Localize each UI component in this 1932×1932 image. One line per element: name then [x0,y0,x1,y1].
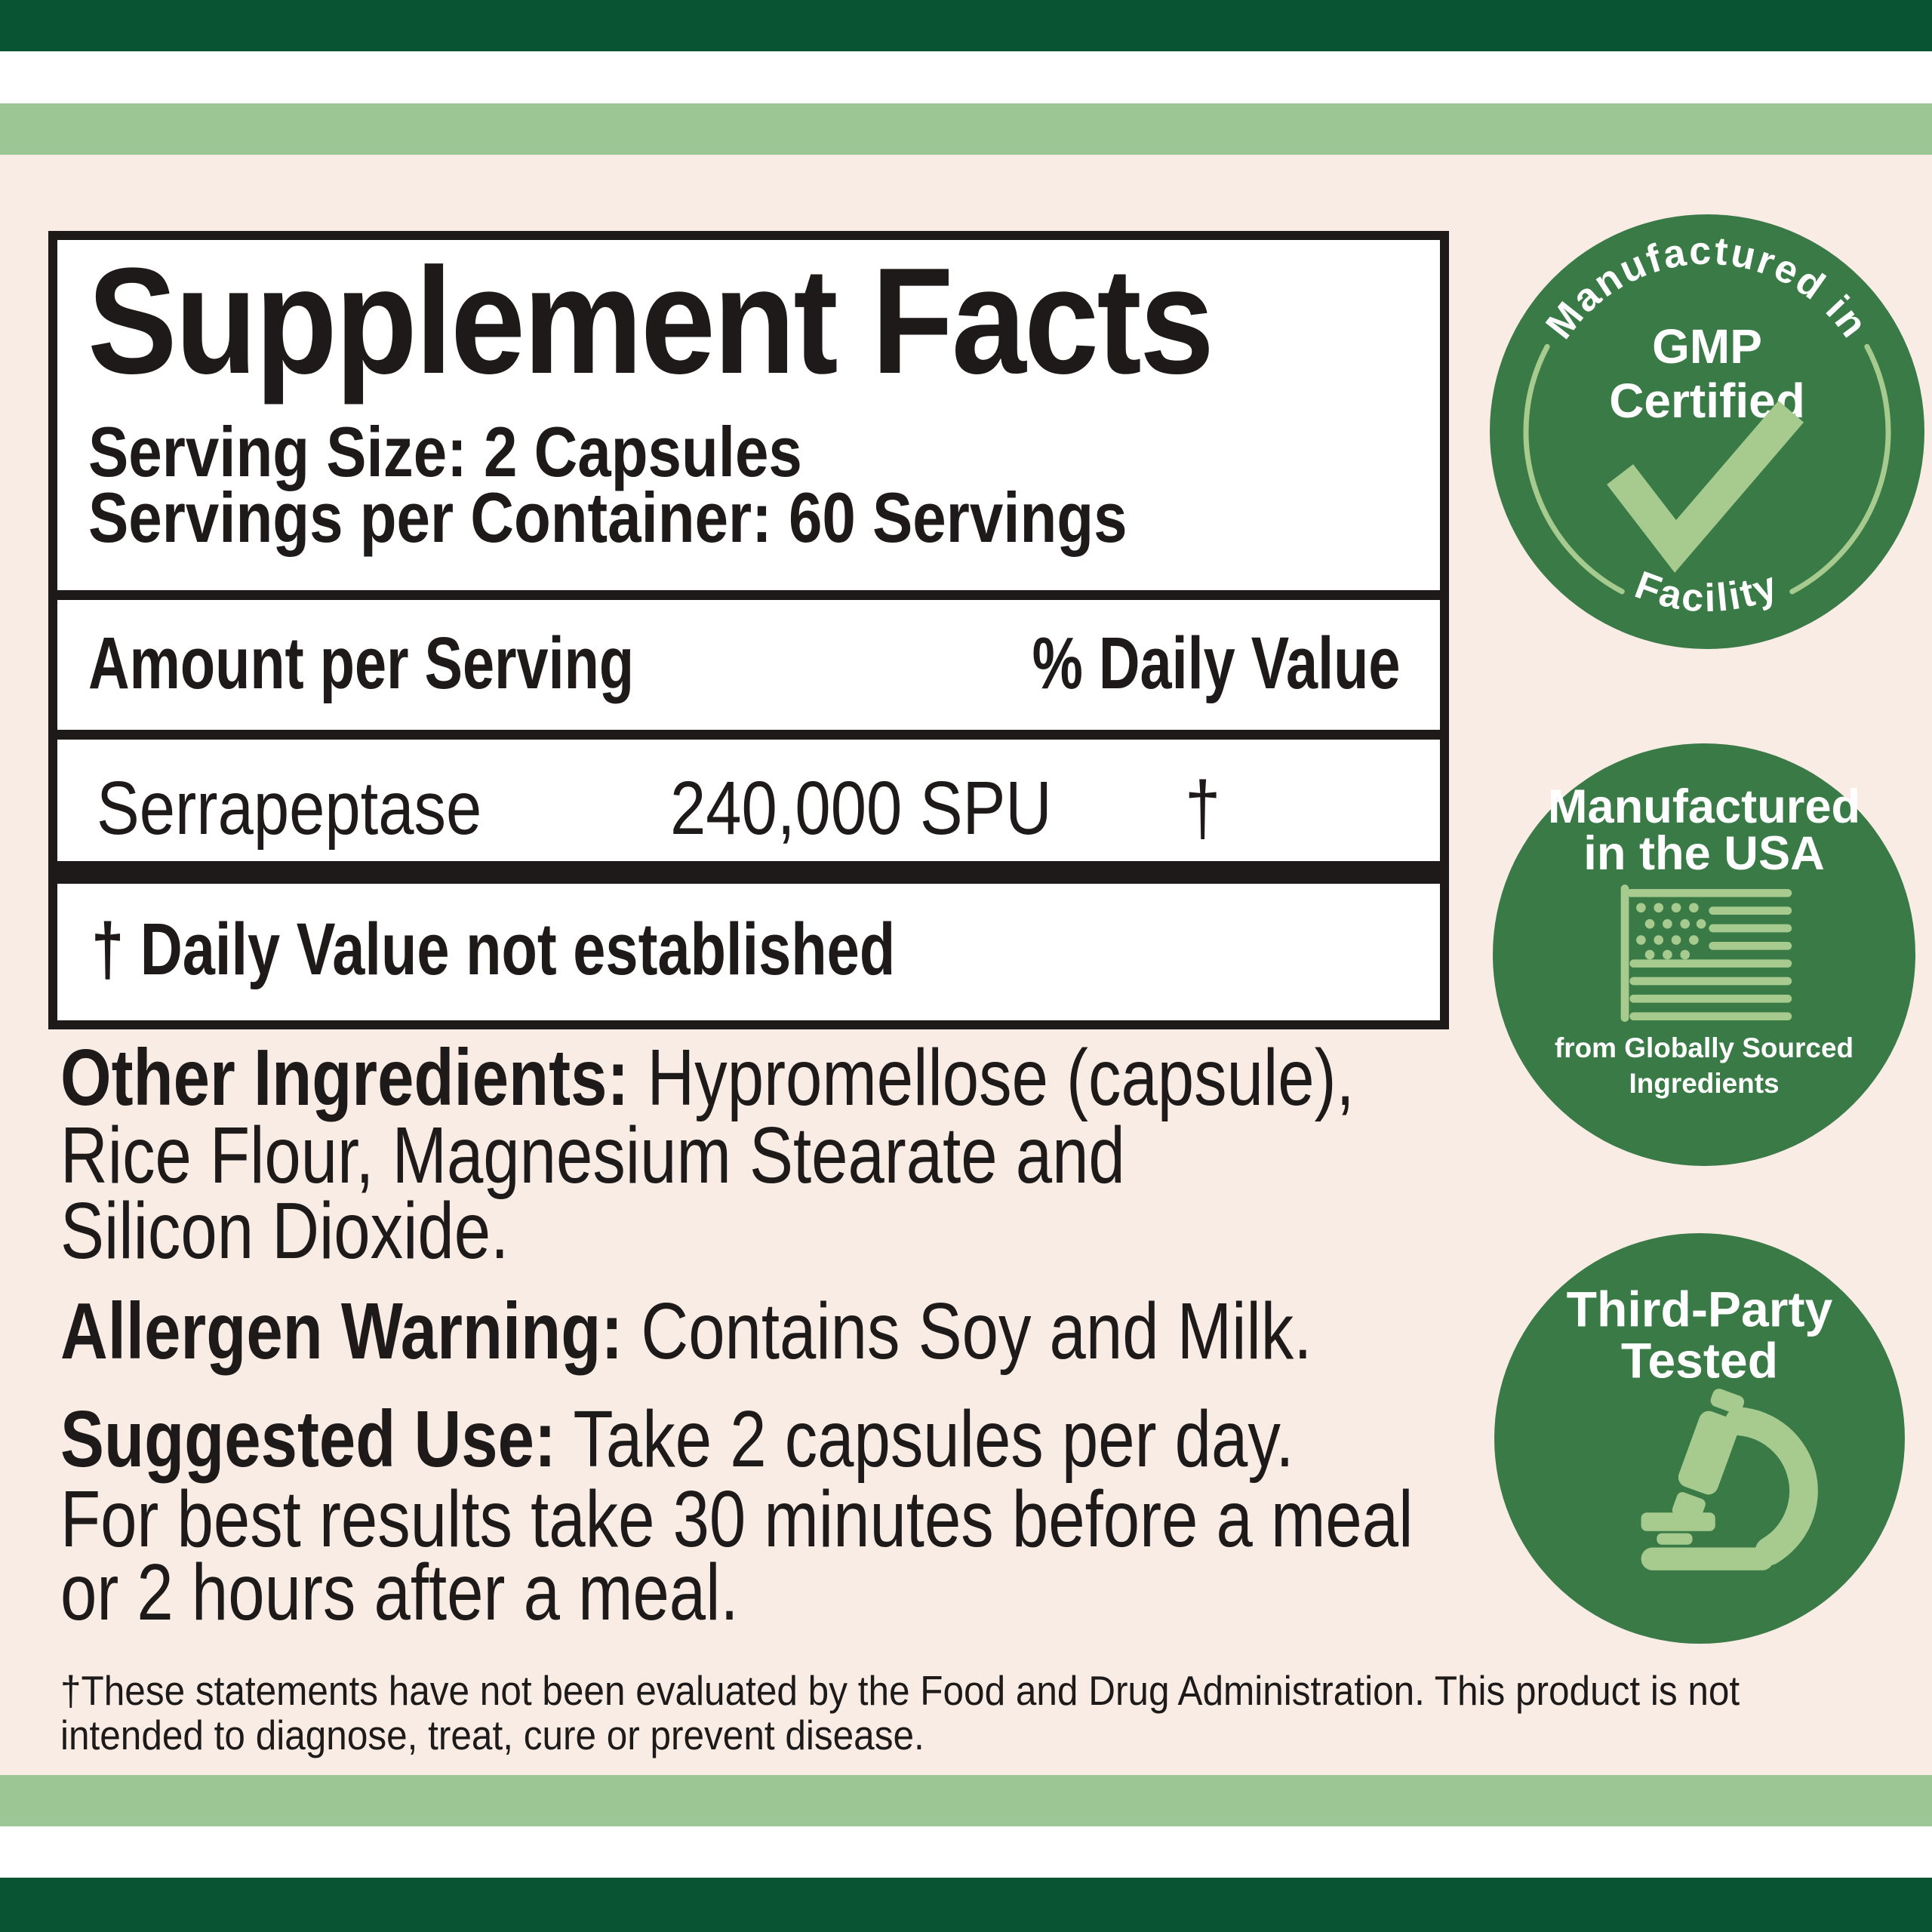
bottom-stripe-light [0,1775,1932,1826]
ingredient-amount: 240,000 SPU [670,766,1052,851]
other-ingredients-line3: Silicon Dioxide. [60,1186,509,1275]
badge-usa-sub2: Ingredients [1629,1068,1779,1099]
badge-usa: Manufactured in the USA from Globally So… [1493,743,1915,1166]
top-stripe-white [0,51,1932,103]
usa-flag-icon [1620,884,1792,1022]
badge-circle [1493,743,1915,1166]
amount-header: Amount per Serving [88,622,635,704]
allergen-warning: Allergen Warning: Contains Soy and Milk. [60,1291,1586,1371]
separator [57,590,1440,600]
fda-disclaimer-line2: intended to diagnose, treat, cure or pre… [60,1712,924,1758]
bottom-stripe-dark [0,1878,1932,1932]
suggested-use-line2: For best results take 30 minutes before … [60,1475,1414,1564]
badge-usa-sub1: from Globally Sourced [1555,1032,1854,1063]
fda-disclaimer-line1: †These statements have not been evaluate… [60,1667,1740,1714]
suggested-use-text: Take 2 capsules per day. [555,1395,1294,1484]
serving-size: Serving Size: 2 Capsules [88,412,802,491]
allergen-text: Contains Soy and Milk. [623,1287,1312,1376]
check-icon [1607,400,1804,573]
suggested-use-label: Suggested Use: [60,1395,556,1484]
other-ingredients-line1: Other Ingredients: Hypromellose (capsule… [60,1038,1638,1118]
badge-gmp-line1: GMP [1652,319,1762,374]
badge-usa-line1: Manufactured [1548,780,1860,833]
ingredient-daily-value: † [1185,766,1221,851]
separator [57,730,1440,740]
allergen-label: Allergen Warning: [60,1287,623,1376]
badge-usa-line2: in the USA [1583,827,1824,880]
daily-value-header: % Daily Value [1032,622,1400,704]
suggested-use-line1: Suggested Use: Take 2 capsules per day. [60,1399,1564,1479]
other-ingredients-text: Hypromellose (capsule), [629,1033,1355,1122]
suggested-use-line3: or 2 hours after a meal. [60,1548,739,1637]
supplement-facts-panel: Supplement Facts Serving Size: 2 Capsule… [48,231,1449,1029]
bottom-stripe-white [0,1826,1932,1878]
top-stripe-dark [0,0,1932,51]
other-ingredients-line2: Rice Flour, Magnesium Stearate and [60,1111,1125,1200]
top-stripe-light [0,103,1932,155]
other-ingredients-label: Other Ingredients: [60,1033,629,1122]
facts-title: Supplement Facts [88,237,1214,405]
ingredient-name: Serrapeptase [97,766,482,851]
ring-arc-left [1523,343,1625,595]
badge-circle [1490,214,1924,649]
badge-gmp: Manufactured in GMP Certified Facility [1490,214,1924,649]
separator-thick [57,861,1440,884]
dv-footnote: † Daily Value not established [91,908,896,990]
badge-tested: Third-Party Tested [1494,1233,1905,1644]
badge-tested-line2: Tested [1621,1334,1778,1389]
badge-tested-line1: Third-Party [1567,1282,1833,1338]
servings-per-container: Servings per Container: 60 Servings [88,478,1128,557]
ring-arc-right [1789,343,1891,595]
microscope-icon [1641,1389,1818,1571]
